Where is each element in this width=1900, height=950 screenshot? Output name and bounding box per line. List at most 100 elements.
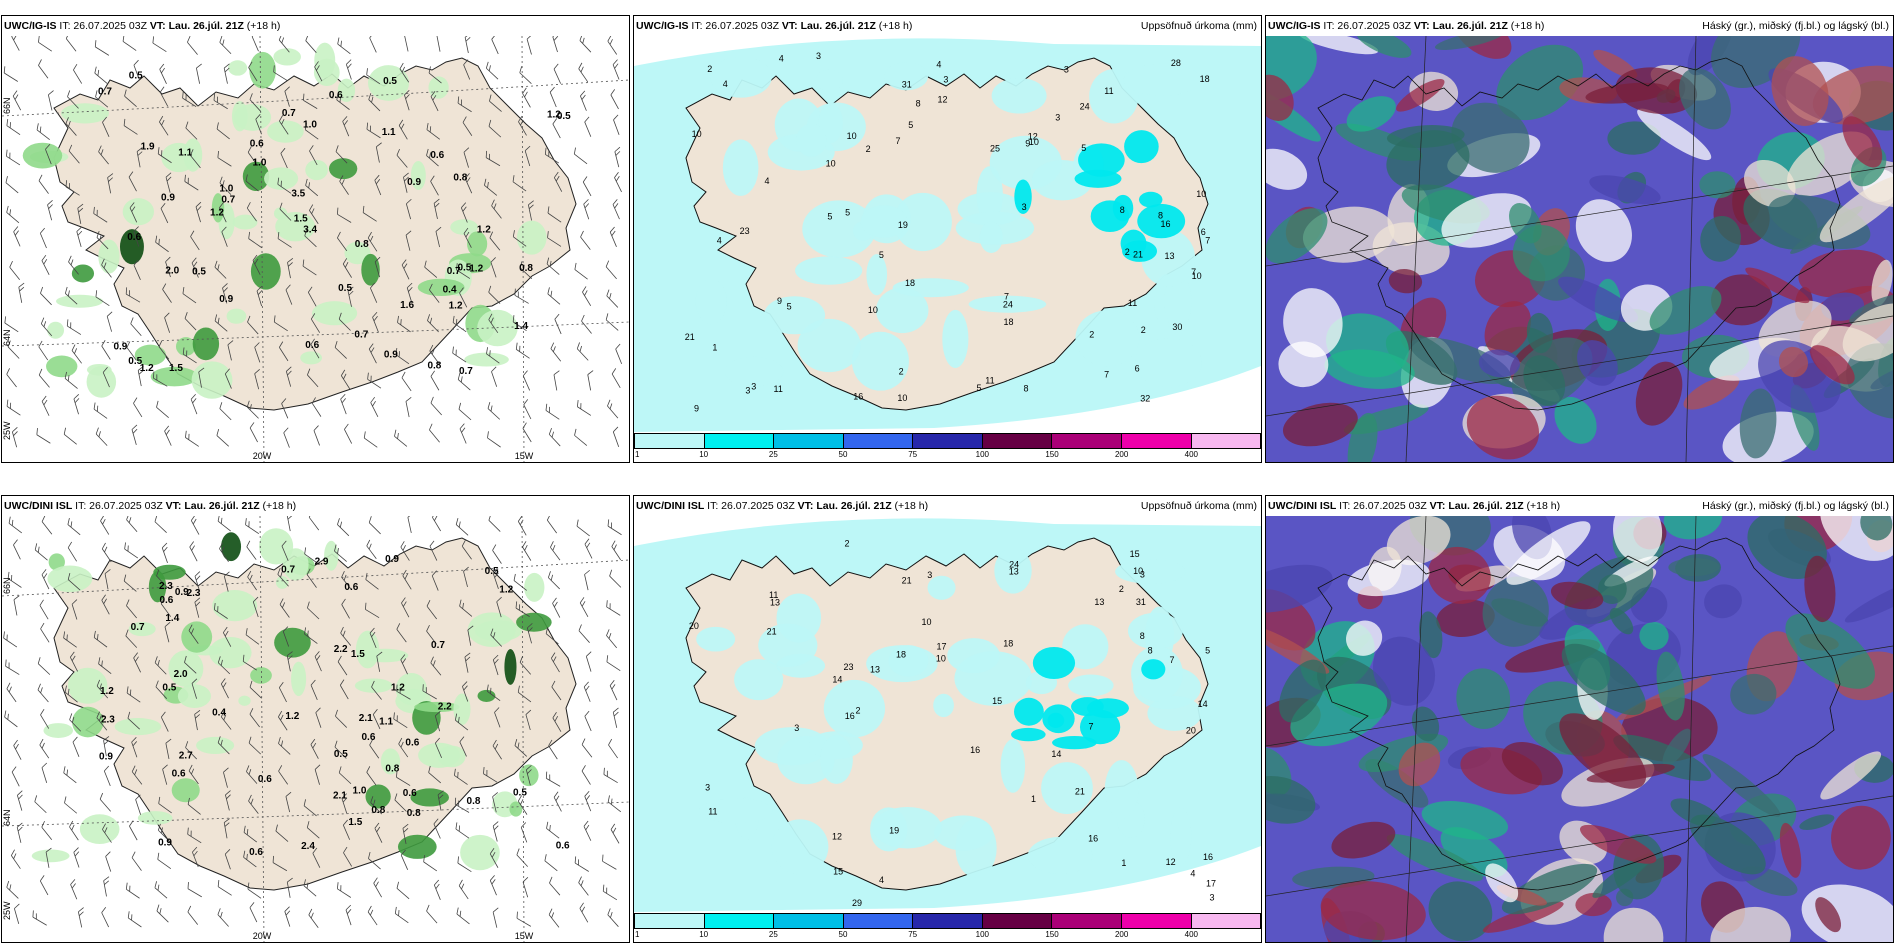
init-time: IT: 26.07.2025 03Z (1339, 500, 1427, 512)
panel-header: UWC/IG-IS IT: 26.07.2025 03Z VT: Lau. 26… (2, 16, 629, 36)
wind-barb (103, 876, 110, 897)
wind-barb (39, 738, 50, 759)
precip-value-label: 2.9 (315, 557, 329, 568)
wind-barb (464, 652, 471, 673)
cloud-layer-blob (1398, 742, 1441, 787)
wind-barb (516, 848, 529, 867)
cloud-map[interactable] (1266, 516, 1893, 942)
wind-barb (490, 628, 503, 647)
wind-barb (467, 625, 474, 646)
precip-total-label: 3 (927, 570, 932, 580)
wind-barb (428, 765, 442, 784)
precip-blob (504, 648, 517, 685)
wind-barb (107, 173, 114, 194)
wind-barb (459, 599, 473, 617)
lead-time: (+18 h) (1526, 500, 1561, 512)
panel-header: UWC/IG-IS IT: 26.07.2025 03Z VT: Lau. 26… (634, 16, 1261, 36)
wind-barb (523, 399, 532, 420)
precip-map[interactable]: 12 13 12 11 10 14 10 14 5 2 3 1 8 7 29 31 19 16 24 21 20 17 23… (634, 516, 1261, 912)
wind-barb (160, 597, 171, 617)
wind-barb (367, 231, 378, 252)
wind-barb (554, 313, 562, 335)
wind-map[interactable]: 0.8 1.2 0.6 0.8 0.9 0.9 1.5 1.0 2.1 2.0 2.3 0.6 0.9 0… (2, 516, 629, 942)
precip-blob (67, 667, 108, 704)
precip-total-label: 12 (1166, 857, 1176, 867)
cloud-layer-blob (1575, 199, 1632, 262)
cloud-layer-blob (1615, 67, 1698, 115)
legend-ticks: 1 10 25 50 75 100 150 200 400 (634, 450, 1261, 462)
precip-total-label: 19 (898, 220, 908, 230)
wind-barb (488, 313, 499, 334)
wind-barb (452, 346, 467, 363)
wind-barb (369, 36, 377, 53)
wind-barb (247, 146, 258, 166)
cloud-layer-blob (1279, 659, 1327, 723)
panel-title: Háský (gr.), miðský (fj.bl.) og lágský (… (1702, 20, 1889, 32)
wind-barb (574, 428, 588, 446)
wind-barb (581, 765, 591, 785)
precip-total-label: 18 (1003, 638, 1013, 648)
wind-map[interactable]: 1.4 0.7 0.8 0.9 0.5 0.7 0.7 0.5 0.7 1.1 2.0 1.5 0.6 0… (2, 36, 629, 462)
lead-time: (+18 h) (878, 20, 913, 32)
cloud-map[interactable] (1266, 36, 1893, 462)
precip-area (1147, 695, 1202, 731)
precip-map[interactable]: 3 4 5 6 10 10 5 4 4 7 3 11 10 9 7 11 7 9 5 3 2 4 5 3 5 8 3 10 32 31 24… (634, 36, 1261, 432)
precip-blob (228, 60, 248, 76)
precip-blob (56, 294, 104, 308)
wind-barb (464, 173, 473, 194)
precip-area (771, 819, 829, 875)
wind-barb (341, 598, 350, 619)
cloud-panel-bottom: UWC/DINI ISL IT: 26.07.2025 03Z VT: Lau.… (1265, 495, 1894, 943)
legend-swatch (1191, 434, 1261, 448)
wind-barb (341, 571, 352, 591)
wind-barb (94, 66, 108, 84)
wind-barb (223, 818, 230, 839)
cloud-layer-blob (1785, 613, 1875, 689)
precip-area (815, 69, 843, 92)
wind-barb (426, 148, 439, 167)
precip-value-label: 0.7 (131, 622, 145, 633)
wind-barb (194, 709, 201, 731)
precip-blob (150, 366, 199, 387)
precip-total-label: 25 (990, 144, 1000, 154)
precip-total-label: 4 (936, 60, 941, 70)
precip-total-label: 17 (936, 642, 946, 652)
precip-value-label: 0.9 (384, 349, 398, 360)
wind-barb (517, 795, 528, 815)
init-time: IT: 26.07.2025 03Z (75, 500, 163, 512)
wind-barb (278, 682, 287, 703)
cloud-panel-top: UWC/IG-IS IT: 26.07.2025 03Z VT: Lau. 26… (1265, 15, 1894, 463)
wind-barb (492, 739, 502, 760)
wind-barb (483, 767, 498, 783)
wind-barb (548, 427, 561, 447)
wind-barb (578, 624, 590, 643)
wind-barb (158, 340, 170, 360)
precip-total-label: 2 (1141, 325, 1146, 335)
cloud-layer-blob (1842, 116, 1883, 168)
legend-tick-label: 100 (975, 450, 990, 459)
wind-barb (430, 370, 440, 391)
wind-barb (367, 372, 382, 389)
wind-barb (159, 115, 169, 136)
wind-barb (614, 146, 621, 168)
cloud-layer-blob (1700, 216, 1741, 262)
precip-total-label: 15 (992, 696, 1002, 706)
cloud-layer-blob (1844, 574, 1893, 623)
precip-area (968, 295, 1047, 313)
wind-barb (457, 96, 472, 113)
heavy-precip-area (1090, 200, 1130, 233)
wind-barb (278, 36, 290, 53)
cloud-layer-blob (1347, 412, 1378, 462)
wind-barb (131, 851, 142, 871)
latitude-label: 66N (2, 577, 12, 594)
precip-area (888, 645, 929, 677)
wind-barb (341, 793, 348, 814)
wind-barb (223, 571, 230, 592)
wind-barb (605, 260, 617, 280)
wind-barb (126, 341, 137, 361)
wind-barb (102, 367, 110, 388)
wind-barb (578, 62, 589, 83)
wind-barb (428, 66, 442, 84)
wind-barb (485, 61, 499, 80)
cloud-layer-blob (1266, 208, 1328, 264)
